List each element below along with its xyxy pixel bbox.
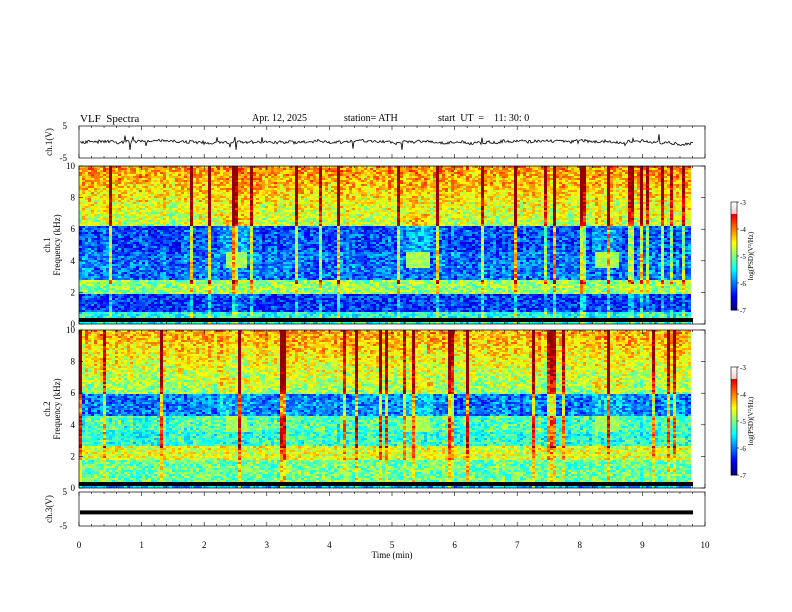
x-tick-label: 8: [578, 540, 583, 550]
x-tick-label: 1: [139, 540, 144, 550]
ch1-ytick: 10: [66, 161, 76, 171]
ch2-ytick: 10: [66, 325, 76, 335]
ch1-colorbar: -3 -4 -5 -6 -7 log(PSD)(V²/Hz): [731, 199, 755, 315]
colorbar-tick-label: -3: [740, 364, 746, 372]
colorbar-tick-label: -6: [740, 280, 746, 288]
ch2-ytick: 8: [71, 357, 76, 367]
x-tick-label: 7: [515, 540, 520, 550]
colorbar-tick-label: -7: [740, 472, 746, 480]
ch1-channel-label: ch.1: [42, 237, 52, 252]
x-tick-label: 9: [640, 540, 645, 550]
x-axis-label: Time (min): [372, 550, 413, 560]
ch3-wave-ylabel: ch.3(V): [44, 495, 54, 523]
ch1-ytick: 6: [71, 224, 76, 234]
ch2-ytick: 0: [71, 483, 76, 493]
x-tick-label: 2: [202, 540, 207, 550]
ch1-ytick: 2: [71, 287, 76, 297]
ch2-spectrogram: [79, 330, 693, 488]
ch1-waveform: [80, 134, 693, 150]
x-tick-label: 10: [701, 540, 711, 550]
colorbar-tick-label: -4: [740, 226, 746, 234]
ch2-ytick: 6: [71, 388, 76, 398]
colorbar-tick-label: -4: [740, 391, 746, 399]
ch3-wave-ytick: 5: [63, 487, 68, 497]
ch3-waveform-frame: [79, 492, 705, 526]
ch2-ytick: 2: [71, 451, 76, 461]
colorbar-tick-label: -5: [740, 418, 746, 426]
ch3-trace: [80, 510, 693, 514]
x-tick-label: 5: [390, 540, 395, 550]
x-tick-label: 0: [77, 540, 82, 550]
ch1-trace: [80, 134, 693, 150]
x-tick-label: 6: [452, 540, 457, 550]
colorbar-tick-label: -6: [740, 445, 746, 453]
x-tick-label: 4: [327, 540, 332, 550]
colorbar-tick-label: -3: [740, 199, 746, 207]
ch1-spectrogram: [79, 166, 693, 324]
ch1-wave-ylabel: ch.1(V): [44, 128, 54, 156]
colorbar-tick-label: -5: [740, 253, 746, 261]
ch1-wave-ytick: 5: [63, 121, 68, 131]
colorbar-label: log(PSD)(V²/Hz): [747, 396, 755, 445]
ch3-wave-ytick: -5: [60, 521, 68, 531]
colorbar-label: log(PSD)(V²/Hz): [747, 231, 755, 280]
ch1-wave-ytick: -5: [60, 153, 68, 163]
x-tick-label: 3: [265, 540, 270, 550]
ch2-ylabel: Frequency (kHz): [52, 378, 62, 439]
ch2-channel-label: ch.2: [42, 401, 52, 416]
ch1-ytick: 4: [71, 256, 76, 266]
ch1-ytick: 8: [71, 193, 76, 203]
ch3-waveform: [80, 510, 693, 514]
ch2-ytick: 4: [71, 420, 76, 430]
ch1-ylabel: Frequency (kHz): [52, 214, 62, 275]
colorbar-tick-label: -7: [740, 307, 746, 315]
ch2-colorbar: -3 -4 -5 -6 -7 log(PSD)(V²/Hz): [731, 364, 755, 480]
